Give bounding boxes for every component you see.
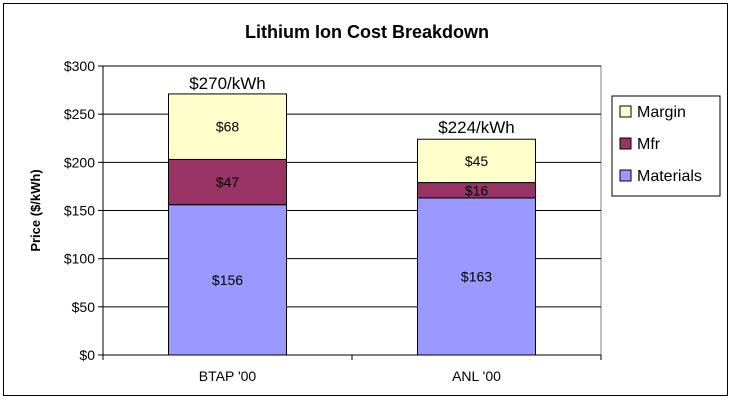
plot-area: $0 $50 $100 $150 $200 $250 $300 $156 $47 $68 $270/… [64,58,602,384]
legend-label: Mfr [637,136,661,153]
segment-value-label: $156 [212,272,243,288]
legend-swatch-margin [619,105,632,118]
segment-value-label: $163 [461,268,492,284]
bar-total-label: $224/kWh [438,118,515,137]
segment-value-label: $68 [216,119,240,135]
bar-segment-margin [417,138,536,184]
bar-total-label: $270/kWh [189,74,266,93]
x-tick-label: ANL '00 [452,368,501,384]
chart-title: Lithium Ion Cost Breakdown [245,22,489,42]
y-tick-label: $250 [64,106,95,122]
y-tick-label: $0 [79,347,95,363]
legend-label: Materials [637,168,702,185]
legend-swatch-materials [619,169,632,182]
legend-label: Margin [637,104,686,121]
bar-segment-materials [417,197,536,356]
y-tick-label: $150 [64,203,95,219]
y-tick-label: $200 [64,154,95,170]
legend-swatch-mfr [619,137,632,150]
y-axis-label: Price ($/kWh) [28,169,43,251]
legend: Margin Mfr Materials [611,95,721,197]
bar-segment-mfr [168,158,287,206]
y-tick-label: $100 [64,251,95,267]
bar-segment-margin [168,93,287,160]
segment-value-label: $47 [216,174,240,190]
x-tick-label: BTAP '00 [199,368,257,384]
y-tick-label: $300 [64,58,95,74]
segment-value-label: $45 [465,153,489,169]
y-tick-label: $50 [72,299,96,315]
segment-value-label: $16 [465,182,489,198]
